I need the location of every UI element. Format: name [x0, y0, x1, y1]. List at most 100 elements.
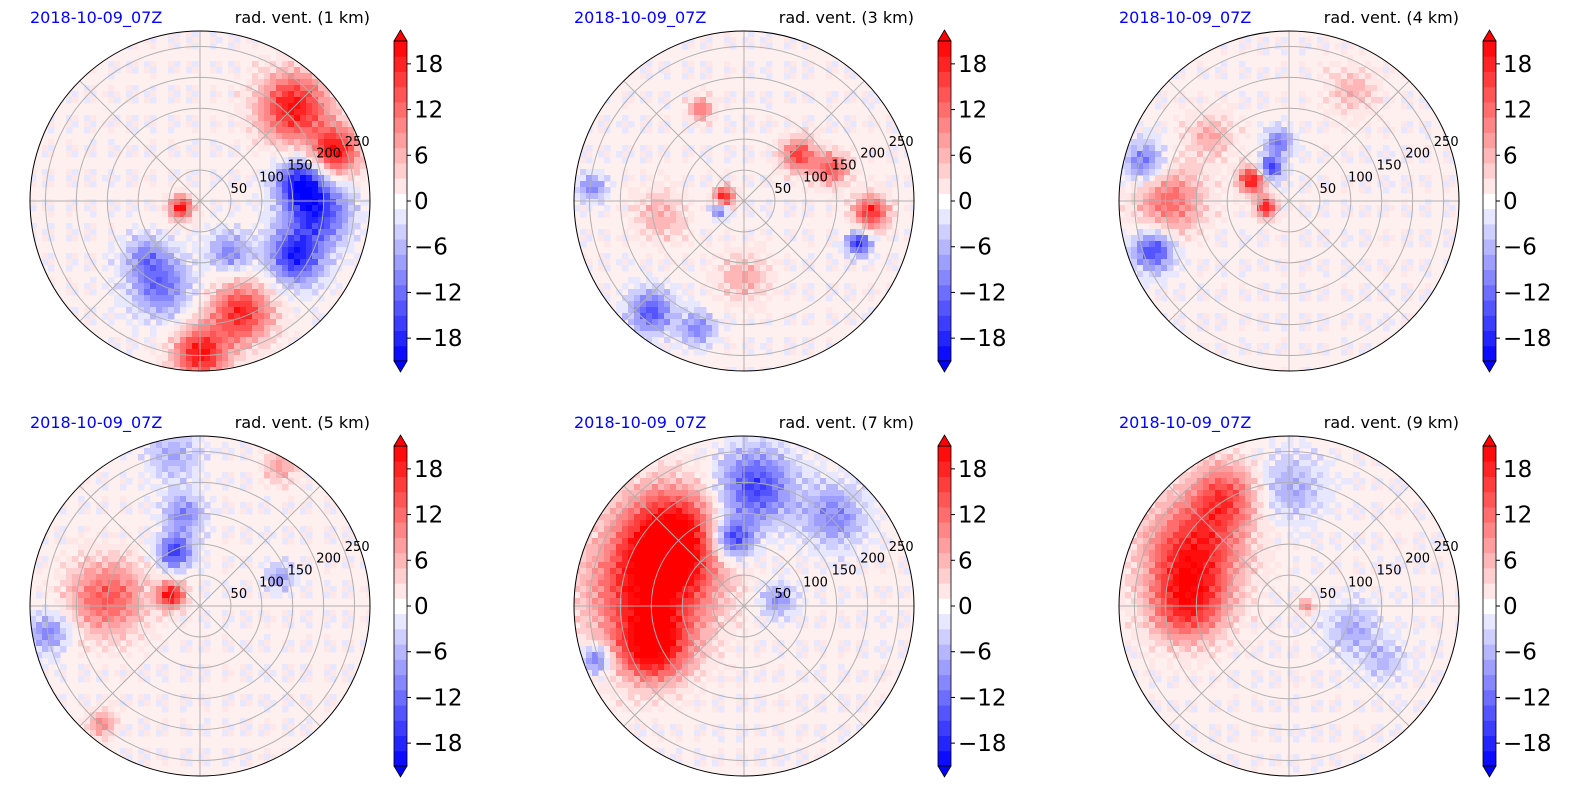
colorbar: 18 12 6 0 −6 −12 −18 — [1482, 29, 1552, 373]
colorbar-tick-label: −18 — [414, 731, 463, 757]
colorbar-tick-label: 12 — [414, 98, 443, 124]
radial-tick-label: 200 — [1405, 552, 1430, 567]
colorbar-tick-label: −6 — [1503, 235, 1537, 261]
colorbar-tick-label: 12 — [1503, 98, 1532, 124]
radial-tick-label: 250 — [345, 135, 370, 150]
colorbar-tick-label: −6 — [1503, 640, 1537, 666]
radial-tick-label: 200 — [860, 552, 885, 567]
time-label: 2018-10-09_07Z — [574, 8, 706, 28]
colorbar-tick-label: 0 — [1503, 594, 1518, 620]
polar-grid — [1119, 31, 1459, 371]
radial-tick-label: 100 — [1348, 575, 1373, 590]
radial-tick-label: 200 — [860, 147, 885, 162]
radial-tick-label: 250 — [1434, 135, 1459, 150]
radial-tick-label: 250 — [889, 135, 914, 150]
colorbar-tick-label: 12 — [958, 98, 987, 124]
polar-grid — [30, 31, 370, 371]
radial-tick-label: 150 — [288, 159, 313, 174]
radial-tick-label: 50 — [231, 587, 248, 602]
radial-tick-label: 50 — [775, 182, 792, 197]
colorbar-tick-label: 6 — [958, 143, 973, 169]
colorbar-tick-label: −12 — [414, 280, 463, 306]
colorbar-extend-min — [1482, 360, 1497, 373]
colorbar-tick-label: −18 — [1503, 326, 1552, 352]
colorbar-tick-label: 18 — [958, 52, 987, 78]
time-label: 2018-10-09_07Z — [1119, 8, 1251, 28]
polar-frame — [1118, 30, 1460, 372]
colorbar-tick-label: −12 — [1503, 685, 1552, 711]
polar-grid — [574, 31, 914, 371]
panel-title: rad. vent. (1 km) — [235, 8, 370, 27]
radial-tick-label: 50 — [775, 587, 792, 602]
radial-tick-label: 200 — [316, 147, 341, 162]
colorbar-tick-label: 18 — [1503, 457, 1532, 483]
polar-frame — [573, 30, 915, 372]
radial-tick-label: 150 — [1377, 564, 1402, 579]
radial-tick-label: 150 — [832, 564, 857, 579]
colorbar-tick-label: 6 — [414, 548, 429, 574]
colorbar-tick-label: −6 — [958, 640, 992, 666]
colorbar-extend-max — [1482, 434, 1497, 447]
colorbar-tick-label: 0 — [958, 594, 973, 620]
polar-frame — [29, 435, 371, 777]
colorbar-tick-label: 12 — [414, 503, 443, 529]
colorbar-extend-min — [1482, 765, 1497, 778]
colorbar-tick-label: −12 — [1503, 280, 1552, 306]
colorbar: 18 12 6 0 −6 −12 −18 — [393, 29, 463, 373]
colorbar-tick-label: 0 — [958, 189, 973, 215]
radial-tick-label: 150 — [832, 159, 857, 174]
polar-grid — [30, 436, 370, 776]
time-label: 2018-10-09_07Z — [1119, 413, 1251, 433]
colorbar-tick-label: −12 — [958, 685, 1007, 711]
panel-title: rad. vent. (9 km) — [1324, 413, 1459, 432]
colorbar-tick-label: 18 — [414, 457, 443, 483]
panel-title: rad. vent. (7 km) — [779, 413, 914, 432]
colorbar-tick-label: −18 — [1503, 731, 1552, 757]
colorbar-extend-min — [937, 765, 952, 778]
colorbar: 18 12 6 0 −6 −12 −18 — [937, 29, 1007, 373]
radial-tick-label: 100 — [803, 170, 828, 185]
radial-tick-label: 250 — [345, 540, 370, 555]
colorbar: 18 12 6 0 −6 −12 −18 — [393, 434, 463, 778]
colorbar: 18 12 6 0 −6 −12 −18 — [1482, 434, 1552, 778]
panel-title: rad. vent. (5 km) — [235, 413, 370, 432]
radial-tick-label: 150 — [1377, 159, 1402, 174]
colorbar-tick-label: −18 — [958, 731, 1007, 757]
radial-tick-label: 200 — [1405, 147, 1430, 162]
colorbar-tick-label: 18 — [1503, 52, 1532, 78]
colorbar-extend-max — [393, 29, 408, 42]
radial-tick-label: 250 — [889, 540, 914, 555]
panel-title: rad. vent. (4 km) — [1324, 8, 1459, 27]
colorbar-tick-label: −18 — [958, 326, 1007, 352]
colorbar-tick-label: 0 — [414, 189, 429, 215]
radial-tick-label: 100 — [259, 170, 284, 185]
radial-tick-label: 200 — [316, 552, 341, 567]
colorbar-tick-label: −12 — [414, 685, 463, 711]
colorbar-tick-label: 6 — [1503, 548, 1518, 574]
time-label: 2018-10-09_07Z — [30, 413, 162, 433]
radial-tick-label: 100 — [803, 575, 828, 590]
colorbar-extend-min — [393, 360, 408, 373]
polar-grid — [1119, 436, 1459, 776]
colorbar-tick-label: 6 — [958, 548, 973, 574]
radial-tick-label: 150 — [288, 564, 313, 579]
colorbar-extend-min — [393, 765, 408, 778]
colorbar-tick-label: 18 — [414, 52, 443, 78]
time-label: 2018-10-09_07Z — [30, 8, 162, 28]
colorbar-extend-max — [393, 434, 408, 447]
colorbar-tick-label: −12 — [958, 280, 1007, 306]
colorbar-tick-label: 6 — [414, 143, 429, 169]
radial-tick-label: 50 — [231, 182, 248, 197]
colorbar-tick-label: −18 — [414, 326, 463, 352]
colorbar: 18 12 6 0 −6 −12 −18 — [937, 434, 1007, 778]
colorbar-extend-max — [937, 434, 952, 447]
radial-tick-label: 100 — [259, 575, 284, 590]
colorbar-tick-label: 6 — [1503, 143, 1518, 169]
colorbar-tick-label: 12 — [1503, 503, 1532, 529]
